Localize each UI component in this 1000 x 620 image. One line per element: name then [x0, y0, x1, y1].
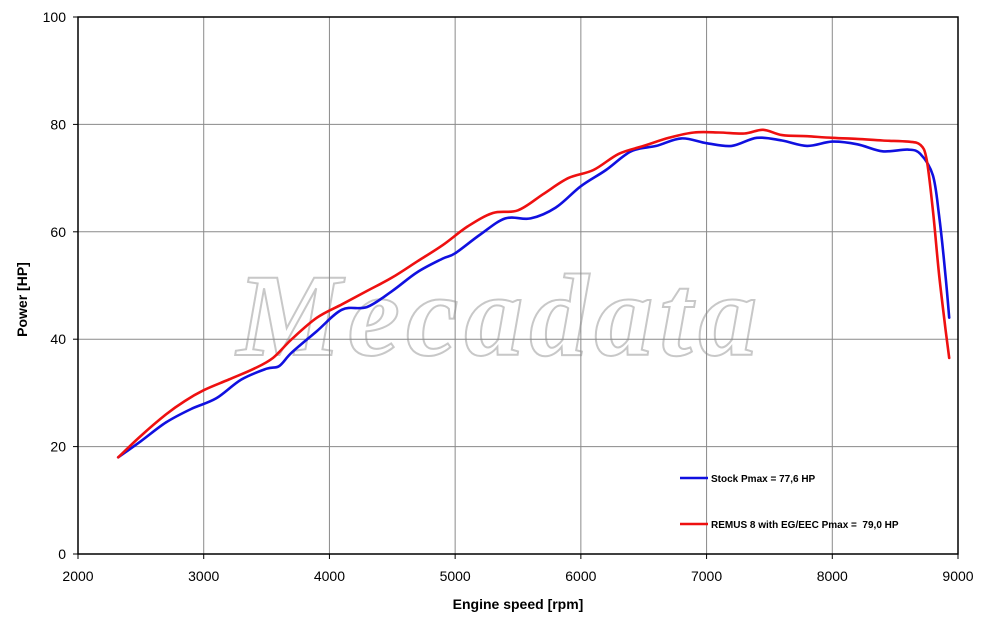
x-tick-label: 6000 — [565, 568, 596, 584]
x-tick-label: 9000 — [942, 568, 973, 584]
y-axis-title: Power [HP] — [14, 262, 30, 337]
y-tick-label: 60 — [50, 224, 66, 240]
legend-label: REMUS 8 with EG/EEC Pmax = 79,0 HP — [711, 520, 899, 531]
legend-label: Stock Pmax = 77,6 HP — [711, 474, 816, 485]
y-tick-label: 80 — [50, 116, 66, 132]
tick-labels: 2000 3000 4000 5000 6000 7000 8000 9000 0 20 40 60 8… — [43, 9, 974, 584]
y-tick-label: 20 — [50, 439, 66, 455]
x-tick-label: 7000 — [691, 568, 722, 584]
legend: Stock Pmax = 77,6 HP REMUS 8 with EG/EEC … — [680, 474, 899, 531]
x-tick-label: 8000 — [817, 568, 848, 584]
x-axis-title: Engine speed [rpm] — [453, 596, 584, 612]
series-lines — [116, 128, 951, 459]
watermark-text: Mecadata — [235, 250, 763, 381]
y-tick-label: 0 — [58, 546, 66, 562]
x-tick-label: 3000 — [188, 568, 219, 584]
x-tick-label: 5000 — [440, 568, 471, 584]
y-tick-label: 100 — [43, 9, 67, 25]
series-line-stock — [116, 136, 951, 459]
x-tick-label: 4000 — [314, 568, 345, 584]
x-tick-label: 2000 — [62, 568, 93, 584]
series-line-remus — [116, 128, 951, 459]
y-tick-label: 40 — [50, 331, 66, 347]
plot-area-frame — [77, 16, 959, 555]
